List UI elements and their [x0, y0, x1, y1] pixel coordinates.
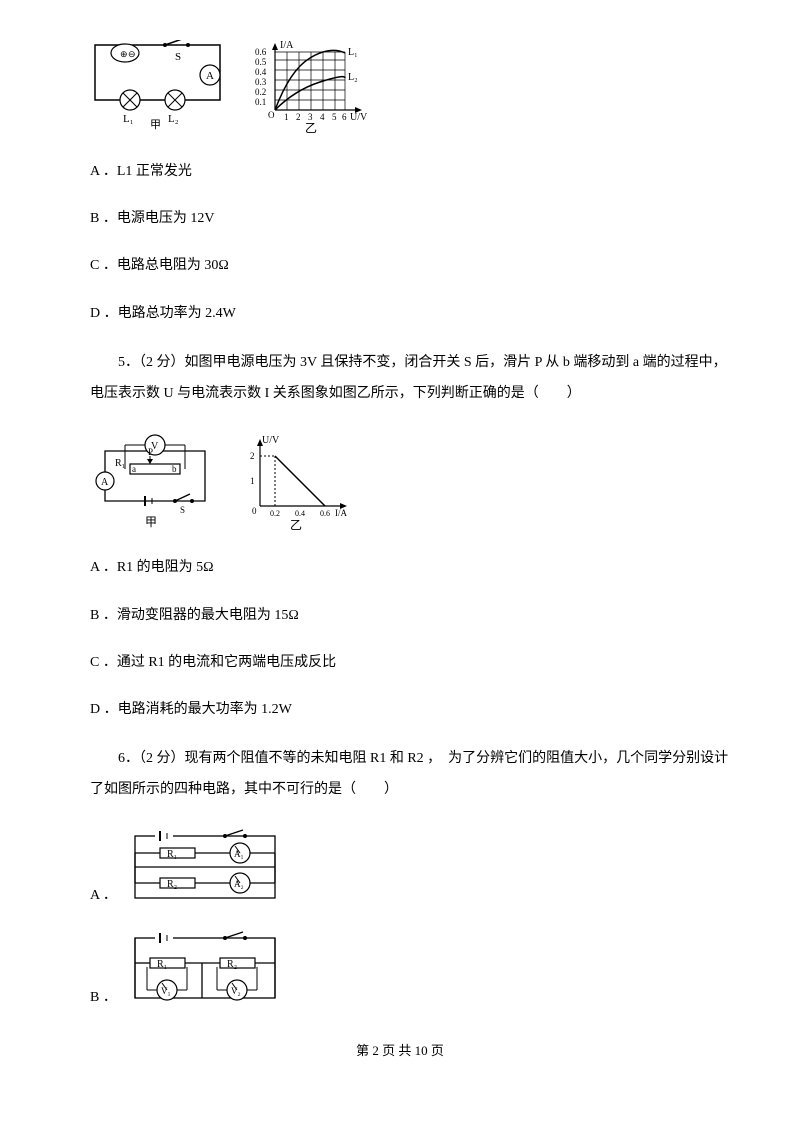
x-axis-label: U/V	[350, 112, 368, 123]
q5-graph-sub: 乙	[290, 518, 302, 531]
q4-option-c: C ．电路总电阻为 30Ω	[90, 253, 730, 278]
svg-text:6: 6	[342, 112, 347, 122]
q5-circuit-sub: 甲	[145, 515, 157, 529]
q5-circuit: V P a b A R₁ S 甲	[90, 431, 220, 531]
r1-label: R₁	[115, 458, 125, 469]
q4-circuit: ⊕ ⊖ S A L₁ L₂ 甲	[90, 40, 230, 130]
svg-text:0.4: 0.4	[295, 509, 305, 518]
svg-text:a: a	[132, 464, 136, 474]
svg-text:V₂: V₂	[231, 986, 241, 996]
y-axis-label: I/A	[280, 40, 294, 51]
svg-text:0.4: 0.4	[255, 67, 267, 77]
svg-text:2: 2	[250, 451, 255, 461]
q6-option-b-prefix: B ．	[90, 985, 117, 1010]
curve2-label: L₂	[348, 72, 358, 83]
l2-label: L₂	[168, 113, 179, 125]
svg-text:A₂: A₂	[234, 879, 244, 889]
svg-text:0.2: 0.2	[255, 87, 266, 97]
svg-text:R₂: R₂	[227, 959, 237, 970]
q6-circuit-a: R₁ A₁ R₂ A₂	[125, 828, 285, 908]
svg-text:1: 1	[250, 476, 255, 486]
q6-circuit-b: R₁ R₂ V₁ V₂	[125, 930, 285, 1010]
svg-text:⊖: ⊖	[128, 49, 136, 59]
q4-graph: I/A 0.6 0.5 0.4 0.3 0.2 0.1 O 1 2 3 4 5 …	[250, 40, 380, 135]
svg-text:P: P	[148, 447, 153, 457]
svg-text:0.3: 0.3	[255, 77, 267, 87]
q6-option-b-row: B ． R₁ R₂ V₁ V₂	[90, 930, 730, 1010]
svg-text:4: 4	[320, 112, 325, 122]
svg-text:R₂: R₂	[167, 879, 177, 890]
ammeter-label: A	[206, 70, 214, 82]
svg-text:A₁: A₁	[234, 849, 244, 859]
x-axis-label: I/A	[335, 508, 347, 518]
svg-text:O: O	[268, 110, 275, 120]
q6-option-a-prefix: A ．	[90, 883, 117, 908]
q5-option-b: B ．滑动变阻器的最大电阻为 15Ω	[90, 603, 730, 628]
svg-text:b: b	[172, 464, 177, 474]
svg-text:0.5: 0.5	[255, 57, 267, 67]
y-axis-label: U/V	[262, 435, 280, 446]
svg-text:R₁: R₁	[157, 959, 167, 970]
q5-option-d: D ．电路消耗的最大功率为 1.2W	[90, 697, 730, 722]
q5-option-a: A ．R1 的电阻为 5Ω	[90, 555, 730, 580]
ammeter-label: A	[101, 477, 109, 488]
svg-text:0.6: 0.6	[255, 47, 267, 57]
q4-option-b: B ．电源电压为 12V	[90, 206, 730, 231]
q4-option-a: A ．L1 正常发光	[90, 159, 730, 184]
svg-text:2: 2	[296, 112, 301, 122]
q4-graph-sub: 乙	[305, 121, 317, 135]
svg-text:1: 1	[284, 112, 289, 122]
q4-figures: ⊕ ⊖ S A L₁ L₂ 甲	[90, 40, 730, 135]
svg-text:0.2: 0.2	[270, 509, 280, 518]
page-footer: 第 2 页 共 10 页	[70, 1040, 730, 1059]
svg-text:V₁: V₁	[161, 986, 171, 996]
q4-option-d: D ．电路总功率为 2.4W	[90, 301, 730, 326]
svg-text:0.6: 0.6	[320, 509, 330, 518]
q6-option-a-row: A ． R₁ A₁ R₂	[90, 828, 730, 908]
q4-circuit-sub: 甲	[150, 119, 161, 130]
q5-text: 5．（2 分）如图甲电源电压为 3V 且保持不变，闭合开关 S 后，滑片 P 从…	[90, 348, 730, 410]
q5-figures: V P a b A R₁ S 甲	[90, 431, 730, 531]
l1-label: L₁	[123, 113, 134, 125]
svg-text:5: 5	[332, 112, 337, 122]
svg-text:S: S	[180, 505, 185, 515]
q6-text: 6．（2 分）现有两个阻值不等的未知电阻 R1 和 R2 ， 为了分辨它们的阻值…	[90, 744, 730, 806]
q5-option-c: C ．通过 R1 的电流和它两端电压成反比	[90, 650, 730, 675]
svg-text:R₁: R₁	[167, 849, 177, 860]
switch-label: S	[175, 51, 181, 63]
curve1-label: L₁	[348, 47, 358, 58]
q5-graph: U/V 2 1 0 0.2 0.4 0.6 I/A 乙	[240, 431, 360, 531]
svg-text:0.1: 0.1	[255, 97, 266, 107]
svg-text:0: 0	[252, 506, 257, 516]
svg-text:⊕: ⊕	[120, 49, 128, 59]
